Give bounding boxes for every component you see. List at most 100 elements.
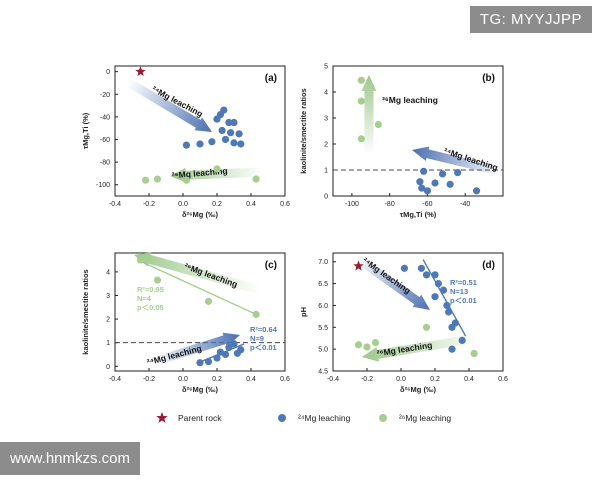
mg26-point — [153, 276, 162, 284]
x-axis-label: τMg,Ti (%) — [400, 210, 437, 219]
trend-arrow — [354, 254, 430, 310]
y-tick-label: 5.0 — [318, 347, 328, 354]
y-tick-label: -60 — [100, 137, 110, 144]
mg24-point — [443, 301, 451, 310]
x-tick-label: 0.4 — [464, 376, 474, 383]
mg24-point — [423, 187, 432, 195]
chart-panel-1: -0.4 -0.2 0.0 0.2 0.4 0.6 0 -20 -40 -60 -80 -100 δ²⁶… — [81, 65, 290, 219]
mg24-point — [237, 346, 245, 354]
x-tick-label: -60 — [422, 201, 432, 208]
mg24-point — [237, 140, 245, 148]
mg24-point — [220, 106, 228, 114]
y-axis-label: kaolinite/smectite ratios — [81, 269, 90, 354]
mg24-point — [431, 179, 439, 187]
x-axis-label: δ²⁶Mg (‰) — [182, 210, 218, 219]
y-tick-label: 4 — [106, 269, 110, 276]
trend-arrow — [125, 78, 212, 132]
mg24-point — [204, 357, 213, 366]
trend-arrow — [134, 252, 262, 295]
mg24-point — [448, 345, 456, 353]
mg24-point — [439, 286, 448, 294]
mg24-point — [431, 293, 439, 301]
y-tick-label: -40 — [100, 114, 110, 121]
mg26-point — [357, 76, 365, 84]
mg24-point — [417, 264, 425, 272]
trend-arrow — [170, 167, 263, 183]
mg26-point — [357, 97, 365, 105]
mg24-point — [182, 141, 190, 149]
y-tick-label: 4 — [324, 90, 328, 97]
mg26-point — [252, 175, 260, 183]
x-tick-label: 0.6 — [498, 376, 508, 383]
x-tick-label: -0.4 — [327, 376, 339, 383]
mg24-point — [230, 340, 238, 348]
trend-arrow — [412, 146, 505, 177]
x-tick-label: -0.4 — [109, 201, 121, 208]
x-tick-label: -0.2 — [143, 376, 155, 383]
mg26-point — [374, 120, 382, 129]
mg24-point — [225, 343, 233, 351]
panel-letter: (b) — [482, 73, 495, 84]
mg24-point — [230, 118, 238, 127]
x-axis-label: δ²⁶Mg (‰) — [400, 385, 436, 394]
legend-label: ²⁴Mg leaching — [298, 413, 351, 423]
stats-line: N=9 — [250, 334, 264, 343]
y-tick-label: 0 — [324, 194, 328, 201]
mg26-point — [182, 176, 190, 184]
x-tick-label: 0.4 — [246, 376, 256, 383]
y-tick-label: 7.0 — [318, 259, 328, 266]
plot-frame — [114, 65, 286, 197]
plot-frame — [332, 65, 504, 197]
mg24-point — [416, 178, 424, 186]
y-axis-label: pH — [299, 307, 308, 317]
mg24-point — [445, 308, 453, 316]
panel-letter: (d) — [482, 260, 495, 271]
trend-annotation: ²⁶Mg leaching — [376, 340, 433, 359]
y-tick-label: 0 — [106, 364, 110, 371]
x-tick-label: 0.4 — [246, 201, 256, 208]
plot-frame — [332, 252, 504, 372]
panel-letter: (a) — [265, 73, 277, 84]
mg24-point — [227, 129, 235, 137]
y-tick-label: -20 — [100, 92, 110, 99]
mg26-point — [371, 338, 380, 347]
mg24-point — [213, 354, 221, 362]
x-tick-label: -0.2 — [361, 376, 373, 383]
y-axis-label: kaolinite/smectite ratios — [299, 88, 308, 173]
mg24-point — [472, 187, 481, 195]
y-tick-label: 5 — [324, 64, 328, 71]
x-tick-label: -40 — [460, 201, 470, 208]
regression-line — [140, 260, 257, 315]
mg26-point — [354, 341, 363, 349]
trend-annotation: ²⁶Mg leaching — [382, 95, 438, 105]
legend-label: ²⁶Mg leaching — [399, 413, 451, 423]
legend-label: Parent rock — [178, 413, 222, 423]
x-tick-label: -100 — [345, 201, 359, 208]
y-tick-label: 5.5 — [318, 325, 328, 332]
y-tick-label: 3 — [324, 116, 328, 123]
trend-arrow — [361, 75, 377, 154]
stats-line: p＜0.01 — [250, 343, 277, 352]
trend-arrow — [151, 332, 240, 367]
mg24-point — [221, 350, 230, 359]
y-tick-label: 2 — [106, 317, 110, 324]
y-tick-label: -80 — [100, 160, 110, 167]
x-tick-label: 0.2 — [212, 376, 222, 383]
stats-line: p＜0.05 — [137, 303, 164, 312]
y-tick-label: 2 — [324, 142, 328, 149]
mg24-point — [438, 170, 447, 178]
stats-line: p＜0.01 — [450, 296, 477, 305]
mg24-point — [221, 135, 230, 144]
x-tick-label: -80 — [385, 201, 395, 208]
x-tick-label: 0.6 — [280, 201, 290, 208]
mg26-point — [142, 176, 150, 184]
chart-panel-2: -100 -80 -60 -40 0 1 2 3 4 5 τMg,Ti (%) kaolinite/s… — [299, 64, 505, 219]
x-tick-label: -0.2 — [143, 201, 155, 208]
y-axis-label: τMg,Ti (%) — [81, 112, 90, 149]
x-tick-label: 0.0 — [396, 376, 406, 383]
legend-circle-marker — [379, 414, 387, 422]
trend-annotation: ²⁴Mg leaching — [146, 343, 203, 367]
chart-panel-3: -0.4 -0.2 0.0 0.2 0.4 0.6 0 1 2 3 4 δ²⁶Mg (‰) kaolin… — [81, 252, 290, 394]
mg26-point — [470, 349, 478, 358]
